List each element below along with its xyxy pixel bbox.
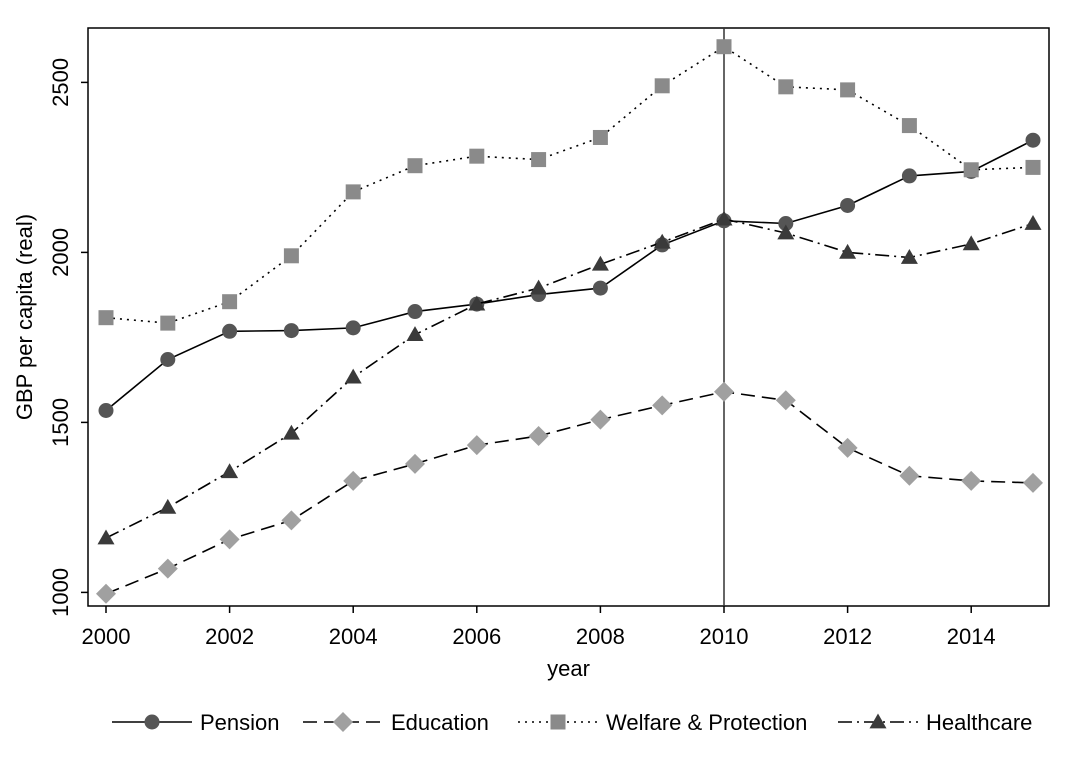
data-point	[839, 243, 857, 259]
data-point	[160, 352, 176, 367]
legend-label: Education	[391, 710, 489, 735]
series-welfare-protection	[98, 39, 1041, 331]
data-point	[840, 82, 856, 98]
data-point	[222, 323, 238, 339]
data-point	[715, 210, 733, 226]
data-point	[281, 510, 302, 531]
data-point	[283, 323, 299, 339]
data-point	[590, 409, 611, 430]
legend-label: Healthcare	[926, 710, 1032, 735]
data-point	[96, 583, 116, 604]
data-point	[1023, 472, 1043, 493]
data-point	[466, 435, 487, 456]
y-axis-title: GBP per capita (real)	[12, 214, 37, 420]
data-point	[901, 168, 917, 184]
data-point	[591, 255, 609, 271]
data-point	[653, 233, 671, 249]
data-point	[221, 463, 239, 479]
legend-marker	[550, 714, 566, 730]
x-axis-title: year	[547, 656, 590, 681]
data-point	[97, 529, 115, 545]
data-point	[1024, 215, 1042, 230]
data-point	[345, 184, 361, 200]
data-point	[899, 465, 920, 486]
data-point	[592, 280, 608, 296]
series-line	[105, 139, 1034, 412]
data-point	[406, 326, 424, 342]
y-tick-label: 1000	[48, 568, 73, 617]
data-point	[1025, 132, 1041, 148]
data-point	[775, 390, 796, 411]
data-point	[222, 294, 238, 310]
data-point	[160, 315, 176, 331]
legend-marker	[333, 712, 353, 732]
data-point	[468, 295, 486, 311]
data-point	[282, 424, 300, 440]
data-point	[777, 224, 795, 240]
data-point	[531, 152, 547, 168]
data-point	[652, 395, 673, 416]
legend-item: Pension	[112, 710, 280, 735]
data-point	[778, 216, 794, 231]
data-point	[98, 403, 114, 418]
data-point	[901, 118, 917, 134]
data-point	[528, 426, 549, 446]
legend-item: Education	[303, 710, 489, 735]
y-tick-label: 2500	[48, 58, 73, 107]
y-tick-label: 2000	[48, 228, 73, 277]
x-tick-label: 2008	[576, 624, 625, 649]
data-point	[219, 529, 240, 550]
data-point	[714, 381, 734, 402]
x-tick-label: 2012	[823, 624, 872, 649]
data-point	[407, 158, 423, 174]
data-point	[592, 129, 608, 145]
legend-label: Welfare & Protection	[606, 710, 807, 735]
data-point	[961, 470, 982, 491]
x-tick-label: 2000	[82, 624, 131, 649]
series-pension	[98, 132, 1041, 418]
legend-item: Healthcare	[838, 710, 1032, 735]
data-point	[963, 162, 979, 178]
y-axis-ticks: 1000 1500 2000 2500	[48, 58, 88, 617]
series-line	[105, 390, 1034, 595]
data-point	[159, 498, 177, 514]
data-point	[469, 148, 485, 164]
legend: Pension Education Welfare & Protection Heal…	[112, 710, 1032, 735]
data-point	[530, 279, 548, 295]
data-point	[962, 235, 980, 251]
data-point	[407, 304, 423, 320]
series-line	[105, 218, 1034, 539]
data-point	[654, 78, 670, 94]
plot-frame	[87, 27, 1050, 607]
data-point	[900, 249, 918, 264]
data-point	[98, 310, 114, 326]
data-point	[343, 470, 364, 491]
x-tick-label: 2002	[205, 624, 254, 649]
legend-label: Pension	[200, 710, 280, 735]
data-point	[840, 197, 856, 213]
legend-item: Welfare & Protection	[518, 710, 807, 735]
data-point	[1025, 159, 1041, 175]
series-layer	[96, 39, 1043, 604]
series-line	[105, 45, 1034, 324]
legend-marker	[869, 713, 887, 729]
data-point	[405, 453, 425, 474]
x-axis-ticks: 2000 2002 2004 2006 2008 2010 2012 2014	[82, 606, 996, 649]
y-tick-label: 1500	[48, 398, 73, 447]
x-tick-label: 2004	[329, 624, 378, 649]
series-education	[96, 381, 1043, 604]
data-point	[283, 248, 299, 264]
data-point	[837, 437, 858, 458]
data-point	[716, 39, 732, 55]
x-tick-label: 2014	[947, 624, 996, 649]
x-tick-label: 2006	[452, 624, 501, 649]
data-point	[344, 368, 362, 384]
series-healthcare	[97, 210, 1042, 545]
data-point	[345, 320, 361, 336]
data-point	[778, 79, 794, 95]
legend-marker	[144, 714, 160, 730]
x-tick-label: 2010	[700, 624, 749, 649]
data-point	[157, 558, 178, 579]
